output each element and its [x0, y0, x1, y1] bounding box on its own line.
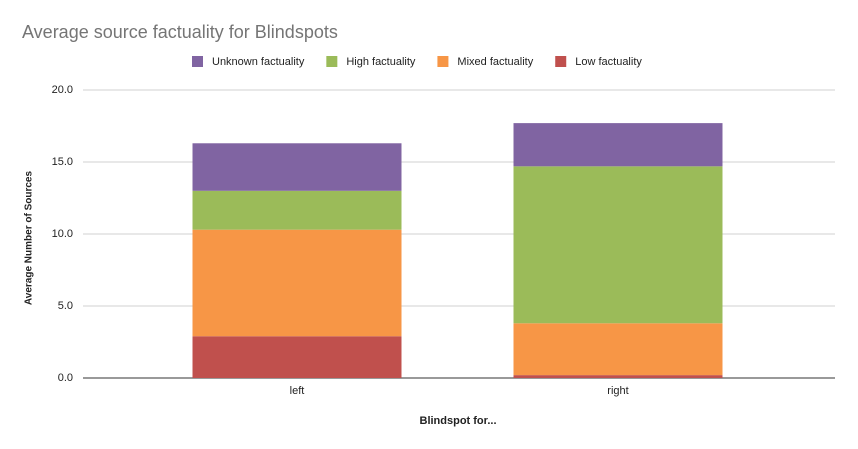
- legend-swatch: [326, 56, 338, 67]
- bar-segment: [192, 336, 402, 378]
- legend-swatch: [555, 56, 567, 67]
- bar-segment: [192, 229, 402, 337]
- legend-label: Mixed factuality: [457, 56, 533, 68]
- bar-segment: [513, 375, 723, 378]
- bar-segment: [192, 143, 402, 191]
- x-axis-title: Blindspot for...: [420, 415, 497, 427]
- y-tick-label: 0.0: [58, 372, 73, 384]
- bar-segment: [192, 190, 402, 230]
- bar-segment: [513, 123, 723, 167]
- legend-label: Unknown factuality: [212, 56, 305, 68]
- chart-title: Average source factuality for Blindspots: [22, 22, 338, 42]
- legend-label: High factuality: [346, 56, 416, 68]
- y-tick-label: 5.0: [58, 300, 73, 312]
- y-tick-label: 10.0: [52, 228, 73, 240]
- legend-label: Low factuality: [575, 56, 642, 68]
- y-tick-label: 20.0: [52, 84, 73, 96]
- legend-swatch: [437, 56, 449, 67]
- legend-swatch: [192, 56, 203, 67]
- x-tick-label: right: [607, 385, 628, 397]
- x-tick-label: left: [290, 385, 305, 397]
- bar-segment: [513, 166, 723, 324]
- y-axis-title: Average Number of Sources: [24, 171, 35, 306]
- y-tick-label: 15.0: [52, 156, 73, 168]
- bar-segment: [513, 323, 723, 376]
